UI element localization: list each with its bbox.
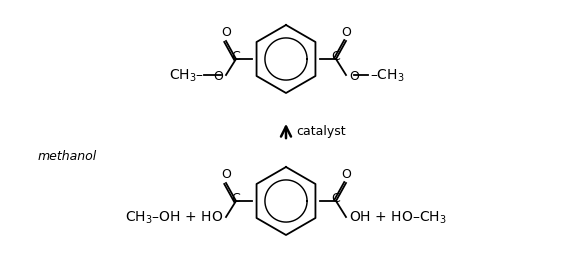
Text: O: O — [213, 69, 223, 83]
Text: C: C — [232, 49, 240, 62]
Text: O: O — [349, 69, 359, 83]
Text: O: O — [341, 27, 351, 40]
Text: catalyst: catalyst — [296, 125, 345, 137]
Text: –CH$_3$: –CH$_3$ — [370, 68, 404, 84]
Text: C: C — [332, 192, 340, 204]
Text: C: C — [232, 192, 240, 204]
Text: O: O — [341, 168, 351, 182]
Text: methanol: methanol — [38, 150, 97, 164]
Text: CH$_3$–: CH$_3$– — [169, 68, 204, 84]
Text: O: O — [221, 168, 231, 182]
Text: OH + HO–CH$_3$: OH + HO–CH$_3$ — [349, 210, 447, 226]
Text: O: O — [221, 27, 231, 40]
Text: CH$_3$–OH + HO: CH$_3$–OH + HO — [125, 210, 223, 226]
Text: C: C — [332, 49, 340, 62]
